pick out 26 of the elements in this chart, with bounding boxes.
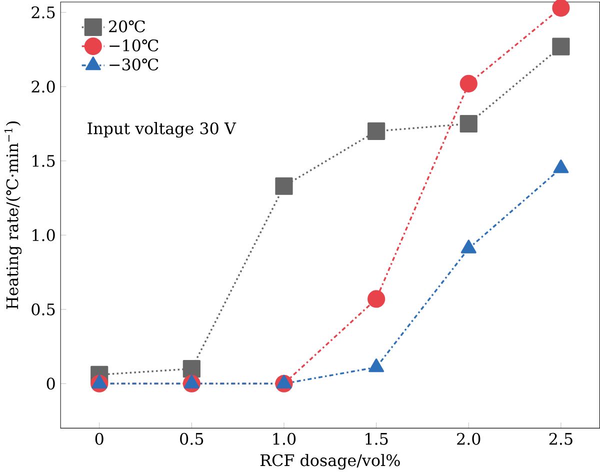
x-tick-label: 2.0 bbox=[457, 432, 480, 445]
point bbox=[552, 38, 570, 56]
y-tick-label: 1.5 bbox=[32, 154, 55, 167]
point bbox=[182, 360, 200, 378]
point bbox=[552, 0, 570, 17]
legend-label: 20℃ bbox=[109, 20, 145, 32]
y-tick-label: 2.0 bbox=[32, 80, 55, 93]
x-tick-label: 0.5 bbox=[180, 432, 204, 445]
point bbox=[275, 177, 293, 195]
point bbox=[460, 74, 478, 92]
x-axis-title: RCF dosage/vol% bbox=[260, 454, 400, 470]
y-tick-label: 0 bbox=[46, 378, 55, 390]
y-tick-label: 2.5 bbox=[32, 6, 55, 18]
y-tick-label: 1.0 bbox=[32, 229, 55, 242]
point bbox=[368, 122, 386, 140]
annotation: Input voltage 30 V bbox=[88, 122, 236, 138]
y-tick-label: 0.5 bbox=[32, 303, 55, 316]
y-axis-title: Heating rate/(℃·min$^{−1}$) bbox=[4, 122, 22, 310]
point bbox=[368, 290, 386, 308]
x-tick-label: 2.5 bbox=[549, 432, 572, 445]
x-tick-label: 0 bbox=[95, 432, 104, 445]
legend-label: −30℃ bbox=[110, 58, 158, 70]
x-tick-label: 1.5 bbox=[366, 432, 388, 445]
legend-label: −10℃ bbox=[110, 39, 158, 52]
point bbox=[460, 114, 478, 133]
x-tick-label: 1.0 bbox=[273, 432, 296, 445]
